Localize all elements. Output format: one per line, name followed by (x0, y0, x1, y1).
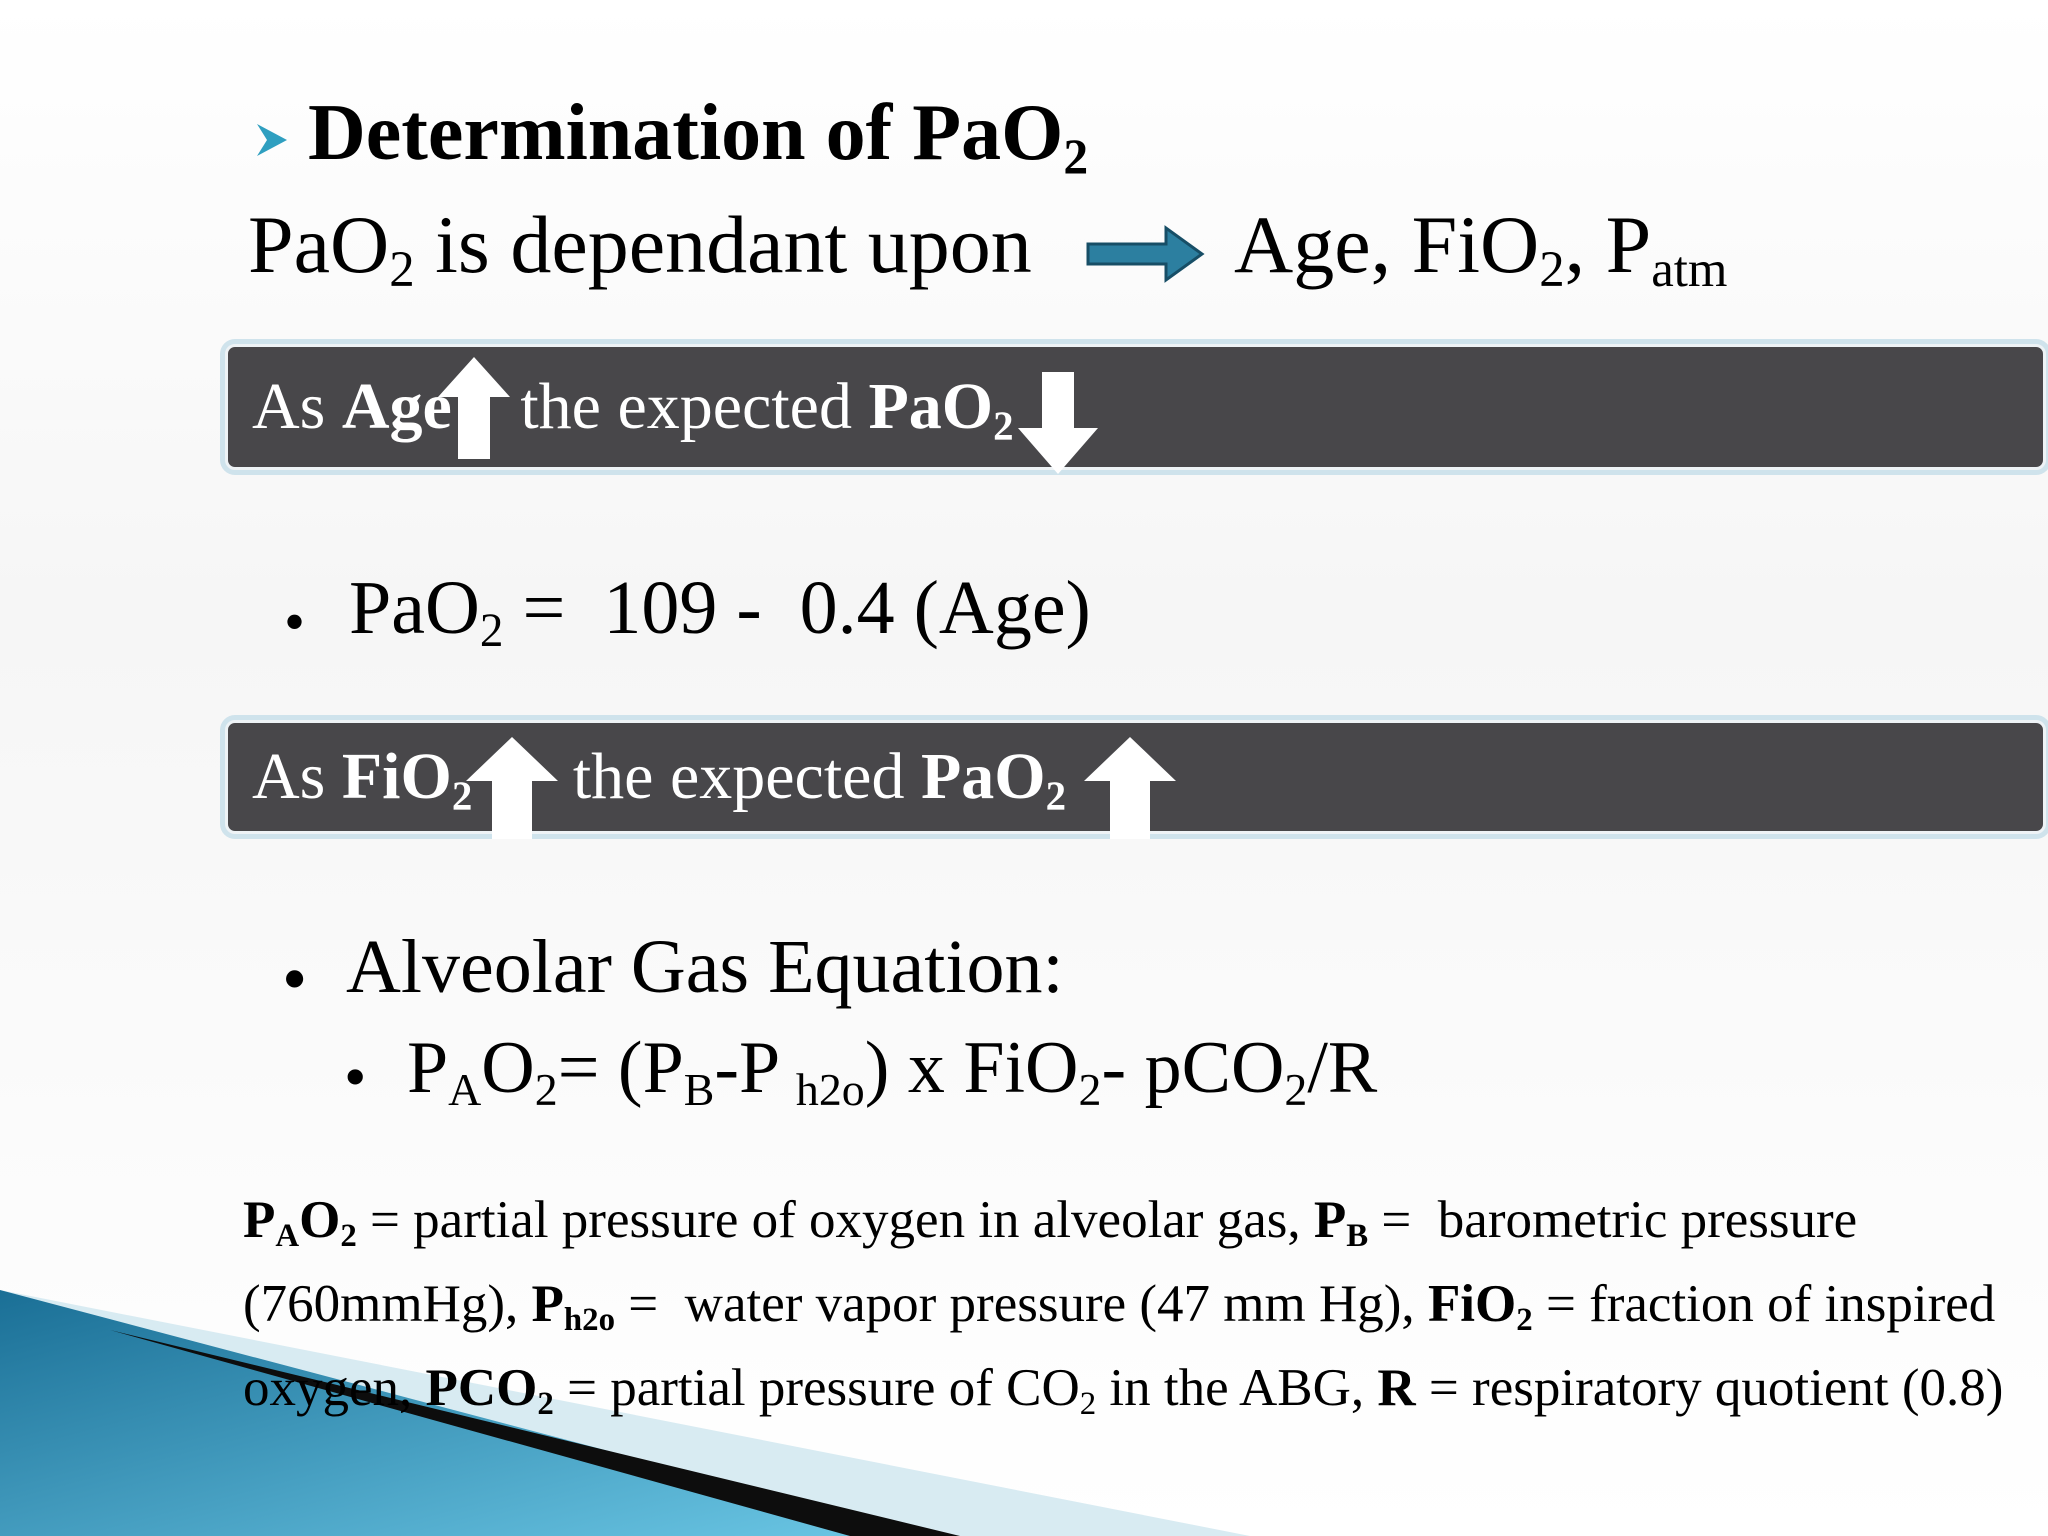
text: As (252, 740, 342, 813)
title-sub: 2 (1063, 128, 1089, 184)
text: the expected (556, 740, 921, 813)
text: O (481, 1027, 535, 1109)
pao2-formula: PaO2 = 109 - 0.4 (Age) (349, 565, 1091, 658)
text: = 109 - 0.4 (Age) (503, 566, 1091, 650)
sub: 2 (537, 1386, 554, 1423)
up-arrow (466, 736, 559, 839)
alveolar-heading: Alveolar Gas Equation: (346, 924, 1064, 1011)
title: Determination of PaO2 (308, 88, 1088, 185)
swoosh-dark (110, 1330, 960, 1536)
text-bold: PaO (868, 370, 994, 443)
term: O (299, 1191, 341, 1249)
sub: 2 (389, 241, 415, 298)
sub: 2 (993, 403, 1014, 449)
text: = respiratory quotient (0.8) (1415, 1359, 2004, 1418)
term: PCO (425, 1359, 538, 1418)
sub: 2 (1045, 773, 1067, 819)
text-bold: PaO (920, 740, 1046, 813)
text: As (252, 370, 342, 443)
bullet-arrow (257, 124, 287, 156)
sub: A (275, 1218, 300, 1255)
text: - pCO (1101, 1027, 1285, 1109)
sub: 2 (451, 773, 473, 819)
term: FiO (1427, 1275, 1517, 1334)
text: -P (714, 1027, 796, 1109)
text: = (P (557, 1027, 684, 1109)
sub: B (1346, 1218, 1369, 1255)
arrow (466, 736, 559, 839)
alveolar-equation: PAO2= (PB-P h2o) x FiO2- pCO2/R (407, 1026, 1377, 1116)
sub: 2 (479, 605, 504, 658)
bullet: • (344, 1041, 367, 1112)
title-text: Determination of PaO (308, 89, 1064, 177)
sub: 2 (1539, 241, 1565, 298)
text: = partial pressure of CO (553, 1359, 1080, 1418)
text: in the ABG, (1096, 1359, 1378, 1418)
text: /R (1307, 1027, 1378, 1109)
dependency-factors: Age, FiO2, Patm (1234, 198, 1727, 298)
arrow (1086, 225, 1205, 283)
sub: atm (1651, 241, 1728, 298)
sub: 2 (1079, 1386, 1097, 1423)
up-arrow (437, 356, 510, 459)
text: is dependant upon (414, 199, 1032, 290)
banner-text: As FiO2 the expected PaO2 (252, 736, 1180, 839)
text: = fraction of inspired oxygen, (243, 1275, 2009, 1418)
sub: A (448, 1063, 482, 1115)
up-arrow (1084, 736, 1177, 839)
text: ) x FiO (864, 1027, 1079, 1109)
down-arrow (1017, 371, 1098, 474)
arrow (1017, 371, 1098, 474)
bullet: • (282, 939, 308, 1019)
sub: 2 (1078, 1063, 1102, 1115)
arrow (437, 356, 510, 459)
banner-age: As Age the expected PaO2 (225, 344, 2046, 474)
dependency-lead: PaO2 is dependant upon (248, 198, 1032, 298)
dependency-arrow (1086, 225, 1205, 283)
text-bold: FiO (341, 740, 452, 813)
term: P (531, 1275, 564, 1334)
text: PaO (349, 566, 480, 650)
banner-fio2: As FiO2 the expected PaO2 (225, 720, 2046, 839)
sub: h2o (795, 1063, 865, 1115)
sub: B (683, 1063, 715, 1115)
sub: 2 (340, 1218, 357, 1255)
text: = water vapor pressure (47 mm Hg), (615, 1275, 1428, 1334)
text: = barometric pressure (760mmHg), (243, 1191, 1871, 1334)
footnote: PAO2 = partial pressure of oxygen in alv… (243, 1186, 2023, 1439)
sub: h2o (563, 1302, 616, 1339)
text: , P (1564, 199, 1652, 290)
sub: 2 (1516, 1302, 1533, 1339)
sub: 2 (1284, 1063, 1308, 1115)
text: Age, FiO (1234, 199, 1540, 290)
term: P (1313, 1191, 1347, 1249)
sub: 2 (534, 1063, 558, 1115)
text: PaO (248, 199, 390, 290)
text: = partial pressure of oxygen in alveolar… (356, 1191, 1314, 1249)
text: P (407, 1027, 449, 1109)
bullet: • (284, 589, 306, 655)
term: R (1377, 1359, 1416, 1418)
text: the expected (503, 370, 869, 443)
arrow (1084, 736, 1177, 839)
banner-text: As Age the expected PaO2 (252, 356, 1104, 474)
text: Alveolar Gas Equation: (346, 925, 1064, 1009)
title-bullet (257, 124, 287, 156)
term: P (243, 1191, 276, 1249)
text-bold: Age (341, 370, 452, 443)
